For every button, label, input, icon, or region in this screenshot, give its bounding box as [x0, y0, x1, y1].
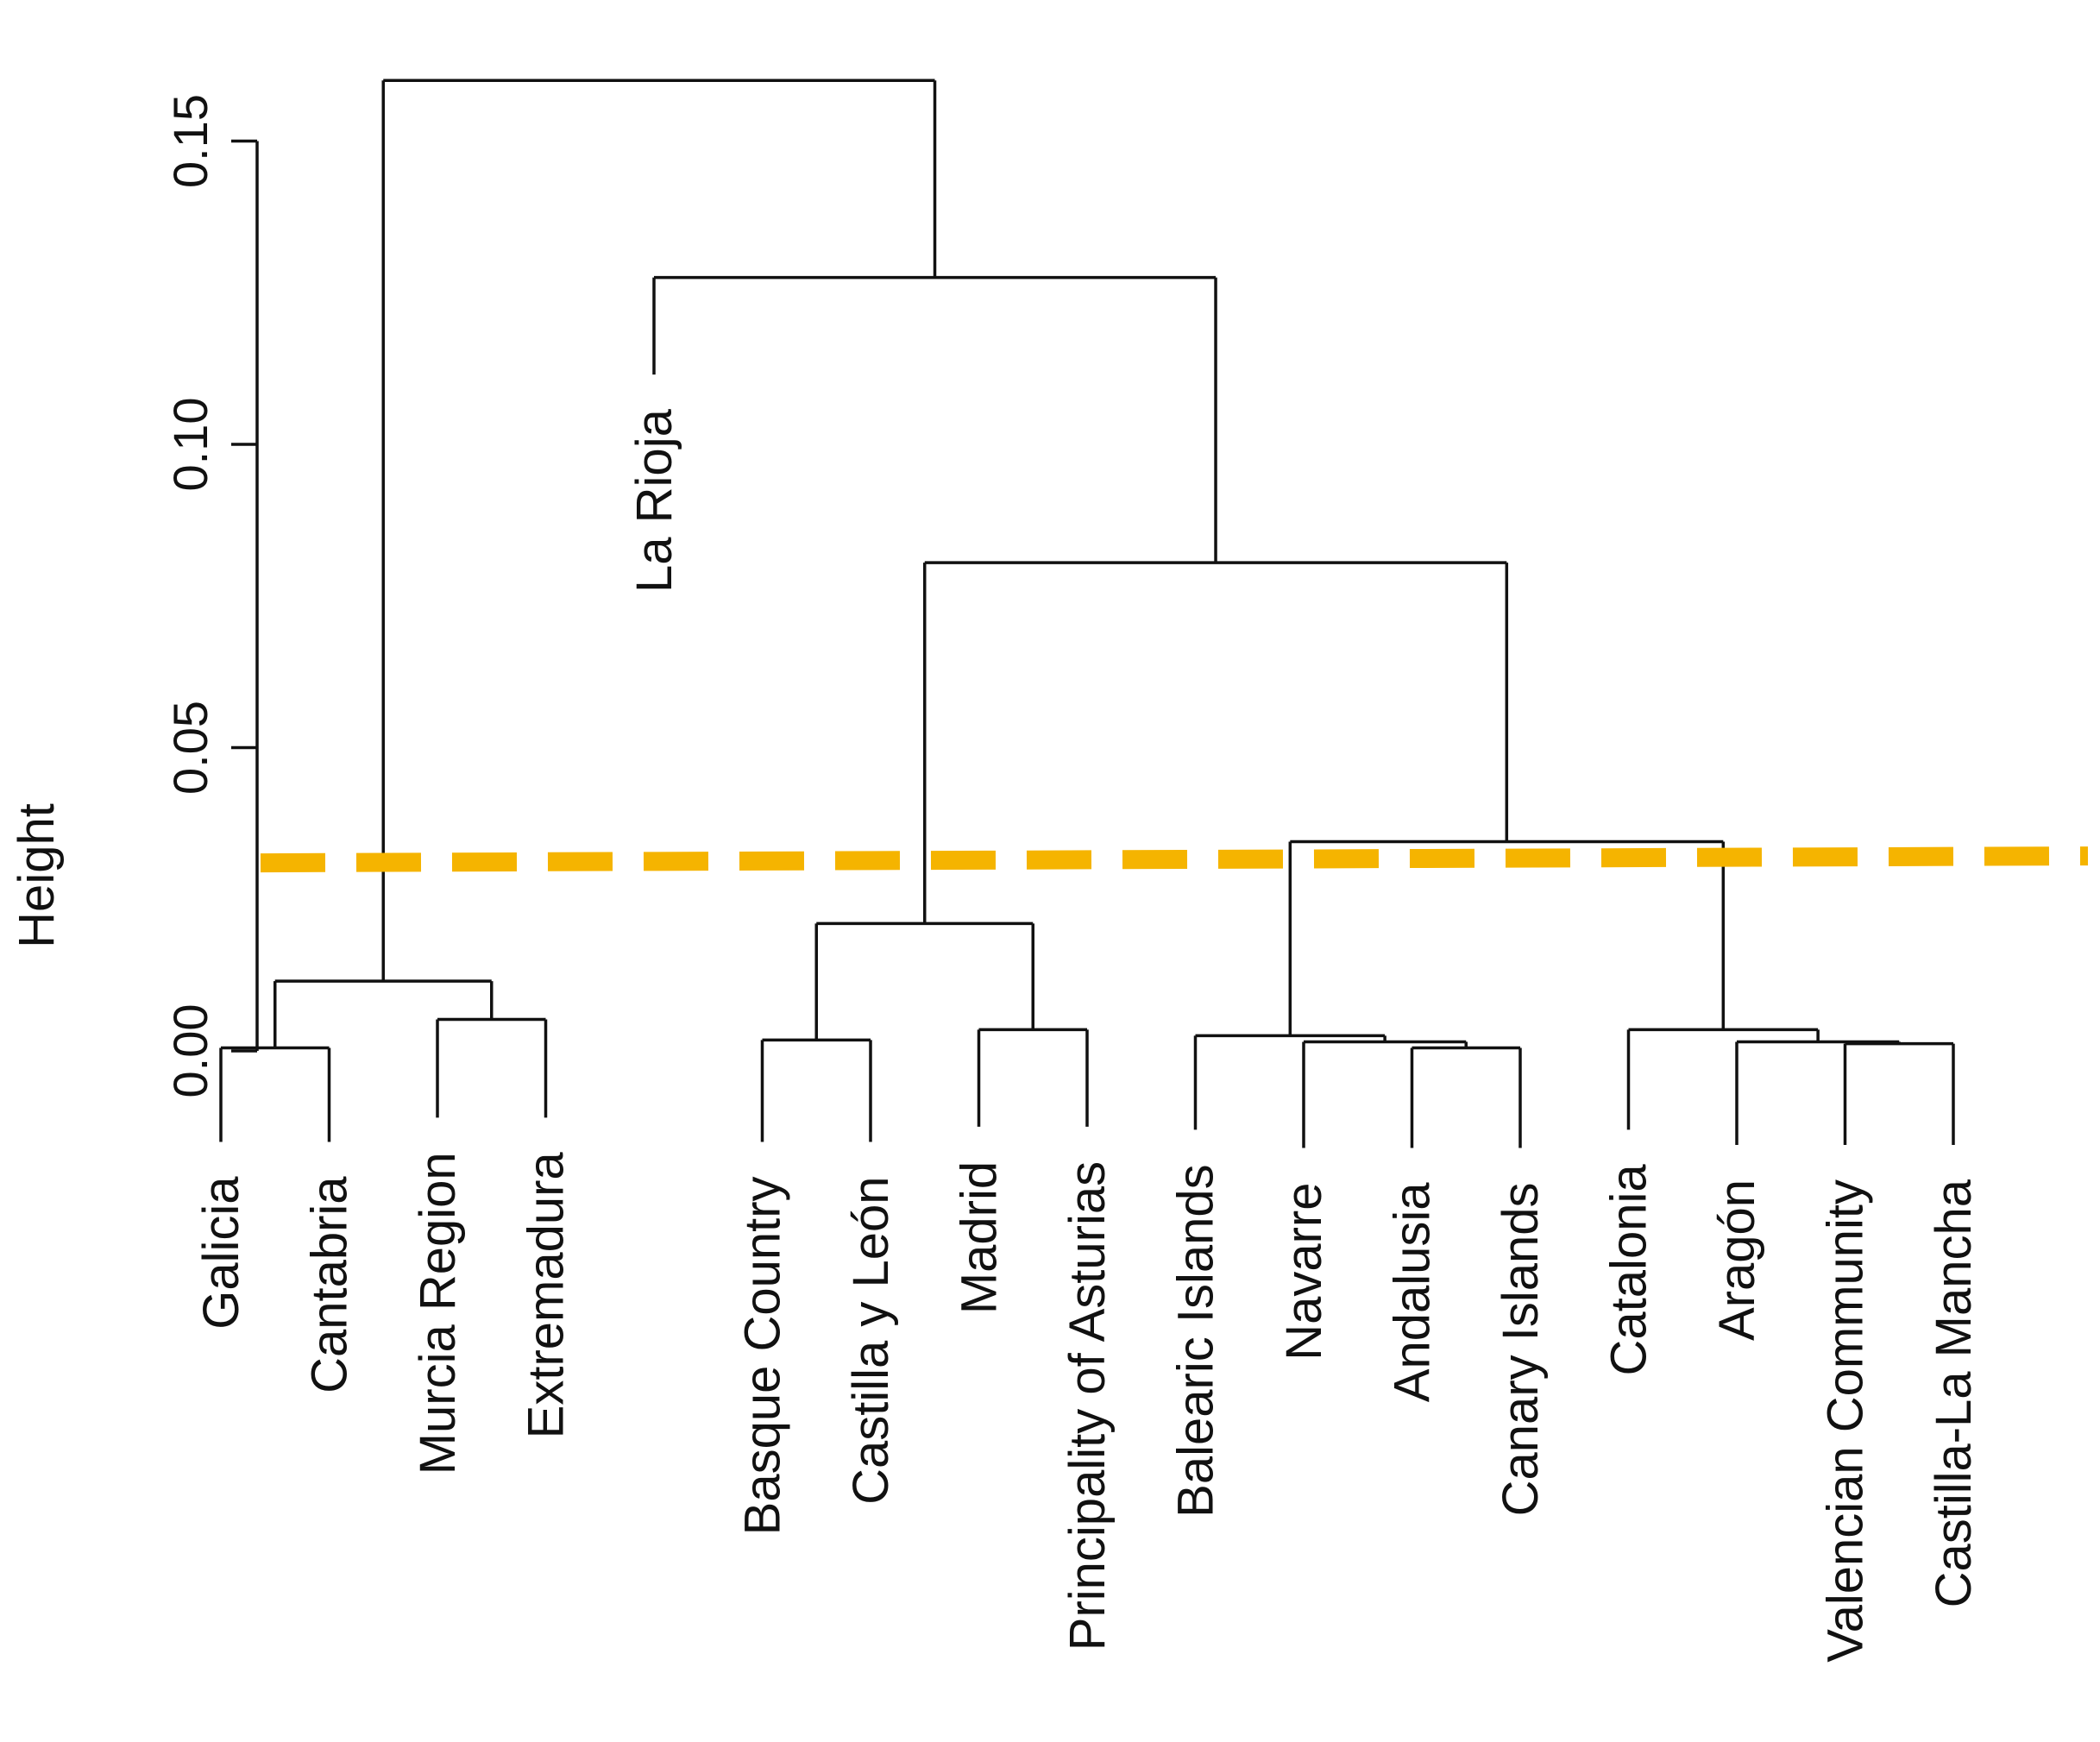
leaf-labels: Galicia Cantabria Murcia Region Extremadura…	[193, 408, 1982, 1662]
leaf-label: Basque Country	[735, 1176, 791, 1535]
y-tick-label: 0.10	[163, 398, 217, 492]
leaf-label: Andalusia	[1385, 1182, 1441, 1402]
leaf-label: Cantabria	[302, 1176, 358, 1393]
leaf-label: Catalonia	[1601, 1164, 1657, 1376]
y-axis: 0.00 0.05 0.10 0.15	[163, 94, 259, 1098]
leaf-label: Murcia Region	[410, 1152, 466, 1475]
cut-line-group	[260, 846, 2089, 873]
y-tick-label: 0.15	[163, 94, 217, 188]
leaf-label: Aragón	[1709, 1179, 1765, 1341]
leaf-label: Canary Islands	[1493, 1182, 1549, 1516]
leaf-label: Balearic Islands	[1168, 1164, 1224, 1517]
y-tick-label: 0.05	[163, 701, 217, 795]
dendrogram-branches	[219, 79, 1955, 1148]
y-axis-title: Height	[9, 803, 65, 948]
leaf-label: Castilla y León	[843, 1176, 899, 1504]
cut-line	[260, 846, 2089, 873]
leaf-label: Navarre	[1276, 1182, 1332, 1360]
leaf-label: Valencian Community	[1818, 1179, 1874, 1663]
leaf-label: La Rioja	[626, 408, 682, 593]
y-tick-label: 0.00	[163, 1004, 217, 1098]
leaf-label: Madrid	[952, 1161, 1008, 1314]
leaf-label: Extremadura	[519, 1152, 575, 1439]
leaf-label: Principality of Asturias	[1059, 1161, 1116, 1651]
leaf-label: Castilla-La Mancha	[1926, 1179, 1982, 1607]
leaf-label: Galicia	[193, 1176, 249, 1330]
